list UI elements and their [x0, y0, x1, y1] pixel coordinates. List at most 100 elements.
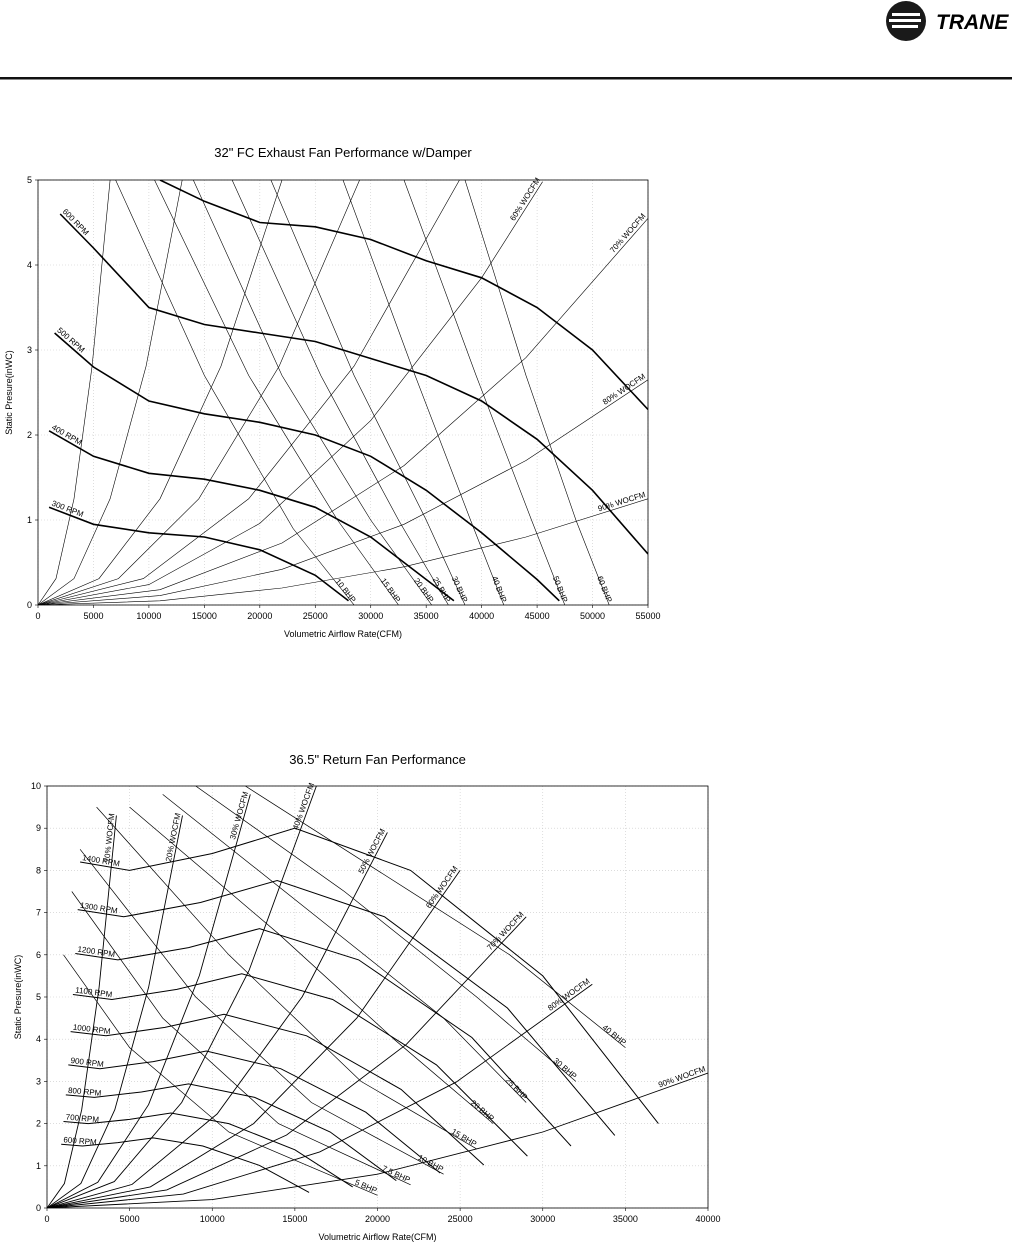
curve-label: 600 RPM	[61, 207, 91, 237]
y-tick-label: 1	[36, 1161, 41, 1171]
x-tick-label: 55000	[635, 611, 660, 621]
curve	[403, 180, 566, 605]
curve-label: 50% WOCFM	[356, 827, 387, 875]
x-axis-label: Volumetric Airflow Rate(CFM)	[284, 629, 402, 639]
curve	[54, 332, 560, 602]
curve	[59, 213, 648, 555]
y-tick-label: 8	[36, 865, 41, 875]
curve	[270, 180, 466, 605]
curve-label: 40 BHP	[601, 1023, 628, 1047]
curve	[38, 180, 283, 605]
curve	[80, 827, 659, 1124]
curve	[70, 1013, 485, 1166]
curve	[96, 806, 477, 1150]
curve-label: 60 BHP	[595, 575, 613, 604]
y-tick-label: 10	[31, 781, 41, 791]
y-tick-label: 4	[27, 260, 32, 270]
y-tick-label: 5	[36, 992, 41, 1002]
curve-label: 80% WOCFM	[546, 976, 592, 1012]
curve	[72, 973, 528, 1157]
y-tick-label: 7	[36, 908, 41, 918]
chart: 32" FC Exhaust Fan Performance w/Damper 0…	[4, 145, 661, 639]
curve	[47, 786, 317, 1208]
curve	[38, 498, 648, 605]
logo-stripe	[892, 13, 920, 16]
curve-label: 70% WOCFM	[608, 211, 647, 254]
curve	[71, 891, 411, 1186]
curve	[48, 430, 455, 602]
y-tick-label: 3	[27, 345, 32, 355]
y-tick-label: 5	[27, 175, 32, 185]
x-tick-label: 30000	[358, 611, 383, 621]
y-tick-label: 0	[27, 600, 32, 610]
curve-label: 900 RPM	[70, 1056, 105, 1069]
y-tick-label: 6	[36, 950, 41, 960]
x-tick-label: 50000	[580, 611, 605, 621]
y-tick-label: 0	[36, 1203, 41, 1213]
curve-label: 40 BHP	[490, 575, 508, 604]
y-tick-label: 1	[27, 515, 32, 525]
curve	[38, 180, 460, 605]
curve	[75, 928, 572, 1147]
x-tick-label: 25000	[303, 611, 328, 621]
curve-label: 700 RPM	[65, 1113, 99, 1125]
x-tick-label: 15000	[282, 1214, 307, 1224]
series-group	[47, 786, 708, 1208]
x-tick-label: 45000	[525, 611, 550, 621]
curve-label: 20% WOCFM	[164, 812, 182, 862]
x-tick-label: 35000	[613, 1214, 638, 1224]
curve	[342, 180, 505, 605]
x-tick-label: 10000	[200, 1214, 225, 1224]
curve-label: 60% WOCFM	[508, 176, 542, 223]
x-axis-label: Volumetric Airflow Rate(CFM)	[318, 1232, 436, 1242]
y-tick-label: 2	[27, 430, 32, 440]
curve	[231, 180, 449, 605]
curve	[65, 1083, 397, 1182]
x-tick-label: 5000	[83, 611, 103, 621]
curve-label: 90% WOCFM	[657, 1064, 707, 1089]
plot-frame	[46, 785, 709, 1209]
x-tick-label: 0	[35, 611, 40, 621]
y-tick-label: 3	[36, 1076, 41, 1086]
curve	[47, 815, 117, 1208]
y-axis-label: Static Presure(inWC)	[4, 350, 14, 435]
curve-label: 50 BHP	[551, 575, 569, 604]
curve-label: 25 BHP	[504, 1076, 530, 1102]
x-tick-label: 10000	[136, 611, 161, 621]
curve	[129, 806, 494, 1124]
curve	[47, 916, 527, 1208]
curve	[47, 794, 251, 1208]
curve-label: 20 BHP	[469, 1098, 496, 1123]
y-tick-label: 9	[36, 823, 41, 833]
x-tick-label: 0	[44, 1214, 49, 1224]
chart-title: 32" FC Exhaust Fan Performance w/Damper	[214, 145, 472, 160]
curve	[61, 1137, 310, 1193]
x-tick-label: 20000	[365, 1214, 390, 1224]
curve-label: 5 BHP	[353, 1178, 378, 1195]
curve	[38, 180, 360, 605]
curve	[245, 786, 626, 1048]
y-axis-label: Static Presure(inWC)	[13, 955, 23, 1040]
curve-label: 800 RPM	[68, 1086, 102, 1098]
curve-label: 300 RPM	[50, 499, 85, 519]
curve	[77, 879, 616, 1136]
x-tick-label: 25000	[448, 1214, 473, 1224]
logo-stripe	[889, 19, 921, 22]
curve-label: 30 BHP	[552, 1056, 579, 1081]
curve-label: 1000 RPM	[72, 1023, 111, 1036]
curve	[47, 832, 388, 1208]
curve	[193, 180, 432, 605]
curve-label: 15 BHP	[379, 577, 402, 605]
curve	[68, 1050, 441, 1174]
curve	[38, 218, 648, 605]
curve	[47, 815, 183, 1208]
curve-label: 60% WOCFM	[424, 864, 460, 910]
curve	[63, 954, 378, 1196]
x-tick-label: 20000	[247, 611, 272, 621]
x-tick-label: 15000	[192, 611, 217, 621]
x-tick-label: 5000	[120, 1214, 140, 1224]
curve	[195, 786, 577, 1082]
curve	[47, 1072, 708, 1208]
